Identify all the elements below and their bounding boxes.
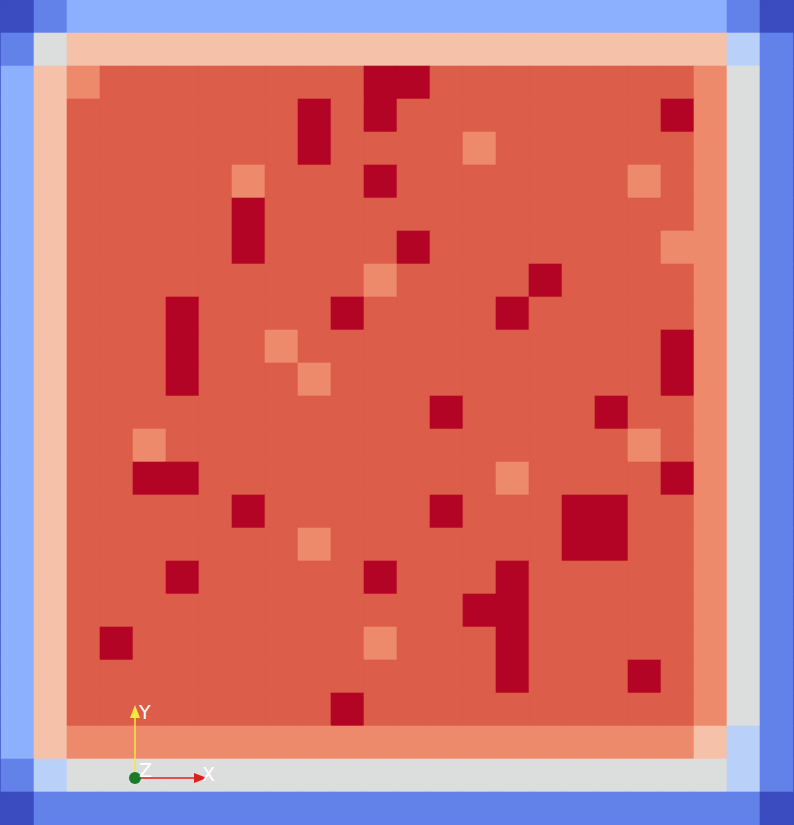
svg-text:Y: Y [138, 701, 151, 723]
svg-text:Z: Z [139, 759, 152, 781]
svg-text:X: X [202, 763, 215, 785]
